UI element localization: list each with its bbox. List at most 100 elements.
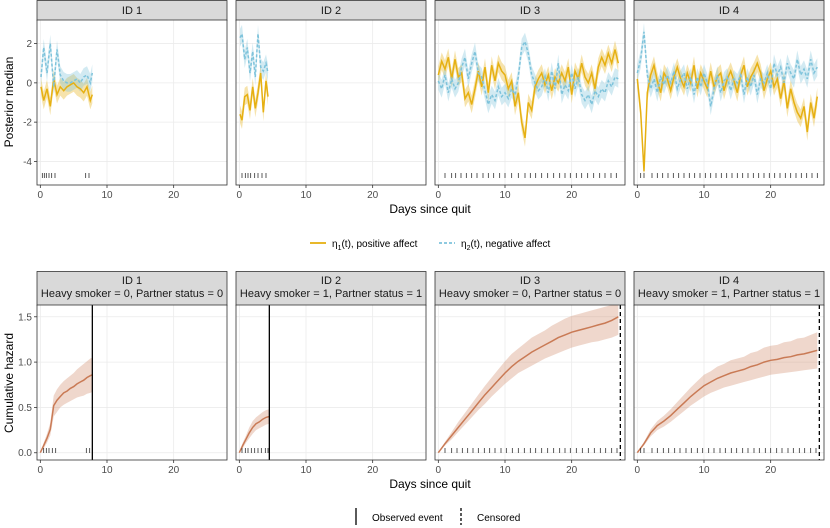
strip-label: ID 4 bbox=[719, 275, 739, 287]
x-tick-label: 20 bbox=[566, 465, 578, 476]
x-tick-label: 10 bbox=[698, 190, 710, 201]
y-tick-label: 1.0 bbox=[18, 358, 32, 369]
legend-affect: η1(t), positive affect η2(t), negative af… bbox=[310, 239, 551, 252]
legend-label-pos: η1(t), positive affect bbox=[332, 239, 418, 252]
plot-background bbox=[435, 305, 625, 460]
x-tick-label: 0 bbox=[635, 190, 641, 201]
legend-event: Observed event Censored bbox=[355, 508, 520, 525]
series-line-negative-affect bbox=[40, 43, 94, 87]
x-tick-label: 10 bbox=[499, 190, 511, 201]
strip-label: ID 3 bbox=[520, 275, 540, 287]
series-line-negative-affect bbox=[239, 31, 269, 78]
legend-subscript: 2 bbox=[467, 245, 471, 252]
panel-border bbox=[633, 304, 825, 461]
hazard-line bbox=[636, 349, 818, 454]
plot-background bbox=[37, 20, 227, 185]
panel-affect-2: ID 2 0 10 20 bbox=[235, 0, 427, 201]
panel-strip bbox=[434, 271, 626, 306]
panel-border bbox=[36, 19, 228, 186]
panel-border bbox=[434, 304, 626, 461]
series-line-negative-affect bbox=[437, 39, 619, 108]
x-tick-label: 20 bbox=[765, 190, 777, 201]
y-tick-label: 0.5 bbox=[18, 403, 32, 414]
y-axis-title: Cumulative hazard bbox=[2, 333, 16, 433]
legend-label-observed: Observed event bbox=[372, 513, 443, 524]
series-line-positive-affect bbox=[239, 72, 269, 121]
y-tick-label: 0 bbox=[26, 78, 32, 89]
strip-label: Heavy smoker = 1, Partner status = 1 bbox=[638, 288, 820, 300]
plot-background bbox=[236, 305, 426, 460]
x-tick-label: 0 bbox=[38, 465, 44, 476]
strip-label: ID 4 bbox=[719, 5, 739, 17]
panel-affect-3: ID 3 0 10 20 bbox=[434, 0, 626, 201]
panel-border bbox=[434, 19, 626, 186]
strip-label: Heavy smoker = 1, Partner status = 1 bbox=[240, 288, 422, 300]
ci-band-neg bbox=[438, 32, 619, 114]
y-tick-label: 1.5 bbox=[18, 312, 32, 323]
y-tick-label: 0.0 bbox=[18, 448, 32, 459]
x-tick-label: 10 bbox=[300, 190, 312, 201]
hazard-ci-band bbox=[40, 357, 93, 453]
strip-label: ID 1 bbox=[122, 5, 142, 17]
legend-suffix: (t), negative affect bbox=[470, 239, 550, 250]
legend-eta: η bbox=[332, 239, 338, 250]
plot-background bbox=[435, 20, 625, 185]
series-line-positive-affect bbox=[40, 78, 94, 107]
strip-label: ID 1 bbox=[122, 275, 142, 287]
x-tick-label: 0 bbox=[436, 190, 442, 201]
x-tick-label: 0 bbox=[38, 190, 44, 201]
ci-band-pos bbox=[637, 54, 818, 181]
panel-affect-4: ID 4 0 10 20 bbox=[633, 0, 825, 201]
x-tick-label: 0 bbox=[436, 465, 442, 476]
hazard-ci-band bbox=[438, 305, 619, 453]
legend-label-neg: η2(t), negative affect bbox=[461, 239, 551, 252]
hazard-line bbox=[238, 415, 270, 454]
strip-label: ID 3 bbox=[520, 5, 540, 17]
series-line-positive-affect bbox=[437, 49, 620, 139]
panel-affect-1: ID 1 0 10 20 -4 -2 0 2 bbox=[23, 0, 228, 201]
panel-border bbox=[235, 19, 427, 186]
y-tick-label: 2 bbox=[26, 39, 32, 50]
legend-suffix: (t), positive affect bbox=[341, 239, 417, 250]
panel-border bbox=[36, 304, 228, 461]
strip-label: Heavy smoker = 0, Partner status = 0 bbox=[439, 288, 621, 300]
x-tick-label: 20 bbox=[566, 190, 578, 201]
strip-label: ID 2 bbox=[321, 5, 341, 17]
plot-background bbox=[236, 20, 426, 185]
legend-eta: η bbox=[461, 239, 467, 250]
x-tick-label: 0 bbox=[237, 465, 243, 476]
y-tick-label: -4 bbox=[23, 157, 32, 168]
x-tick-label: 10 bbox=[300, 465, 312, 476]
y-tick-label: -2 bbox=[23, 118, 32, 129]
plot-background bbox=[634, 20, 824, 185]
panel-strip bbox=[36, 271, 228, 306]
x-axis-title: Days since quit bbox=[389, 202, 471, 216]
x-tick-label: 10 bbox=[499, 465, 511, 476]
x-tick-label: 20 bbox=[168, 190, 180, 201]
hazard-line bbox=[39, 374, 93, 454]
plot-background bbox=[37, 305, 227, 460]
legend-label-censored: Censored bbox=[477, 513, 520, 524]
x-axis-title: Days since quit bbox=[389, 477, 471, 491]
x-tick-label: 20 bbox=[367, 190, 379, 201]
strip-label: Heavy smoker = 0, Partner status = 0 bbox=[41, 288, 223, 300]
x-tick-label: 20 bbox=[168, 465, 180, 476]
x-tick-label: 0 bbox=[237, 190, 243, 201]
x-tick-label: 10 bbox=[698, 465, 710, 476]
panel-strip bbox=[633, 271, 825, 306]
panel-strip bbox=[235, 271, 427, 306]
y-axis-title: Posterior median bbox=[2, 57, 16, 148]
legend-subscript: 1 bbox=[338, 245, 342, 252]
x-tick-label: 10 bbox=[101, 190, 113, 201]
ci-band-neg bbox=[637, 22, 818, 116]
hazard-line bbox=[437, 316, 619, 454]
series-line-negative-affect bbox=[636, 31, 818, 107]
x-tick-label: 20 bbox=[765, 465, 777, 476]
plot-background bbox=[634, 305, 824, 460]
panel-border bbox=[633, 19, 825, 186]
